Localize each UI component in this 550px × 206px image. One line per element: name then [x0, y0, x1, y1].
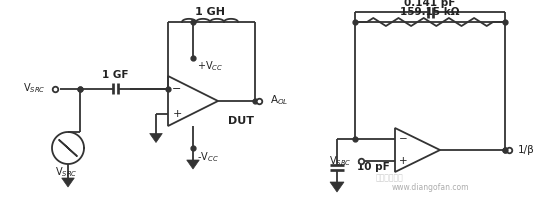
Text: 159.15 kΩ: 159.15 kΩ [400, 7, 460, 17]
Polygon shape [330, 182, 344, 192]
Text: +V$_{CC}$: +V$_{CC}$ [197, 59, 223, 73]
Text: V$_{SRC}$: V$_{SRC}$ [24, 82, 46, 95]
Text: A$_{OL}$: A$_{OL}$ [270, 93, 289, 107]
Text: 电路的放大器: 电路的放大器 [376, 173, 404, 183]
Text: 1 GF: 1 GF [102, 70, 128, 81]
Text: www.diangofan.com: www.diangofan.com [391, 184, 469, 192]
Text: 1 GH: 1 GH [195, 7, 225, 17]
Text: 0.141 pF: 0.141 pF [404, 0, 456, 8]
Polygon shape [186, 160, 199, 169]
Text: +: + [399, 156, 408, 166]
Text: −: − [172, 83, 182, 94]
Text: 1/β: 1/β [518, 145, 535, 155]
Text: V$_{SRC}$: V$_{SRC}$ [55, 165, 77, 179]
Text: +: + [172, 109, 182, 118]
Text: V$_{SRC}$: V$_{SRC}$ [329, 154, 352, 168]
Text: 10 pF: 10 pF [357, 162, 390, 172]
Text: DUT: DUT [228, 116, 254, 126]
Polygon shape [62, 178, 74, 187]
Text: -V$_{CC}$: -V$_{CC}$ [197, 150, 219, 164]
Polygon shape [150, 133, 162, 143]
Text: −: − [399, 134, 408, 144]
